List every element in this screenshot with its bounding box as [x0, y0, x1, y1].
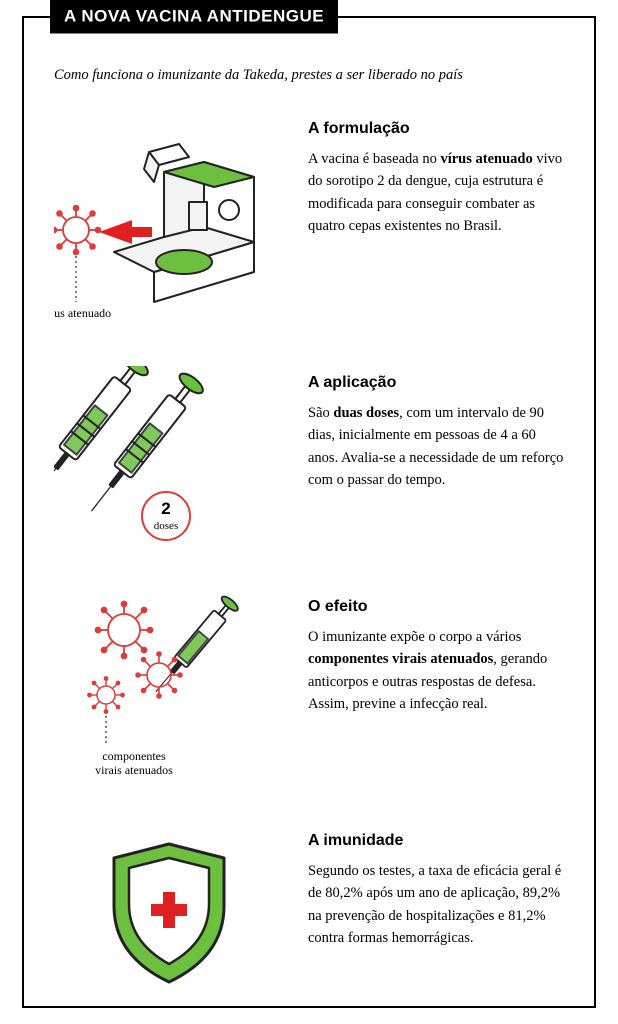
title-badge: A NOVA VACINA ANTIDENGUE — [50, 0, 338, 34]
section-aplicacao: 2 doses A aplicação São duas doses, com … — [54, 366, 564, 556]
section-imunidade: A imunidade Segundo os testes, a taxa de… — [54, 824, 564, 994]
illust-syringes: 2 doses — [54, 366, 284, 556]
heading-imunidade: A imunidade — [308, 832, 564, 850]
caption-virus-atenuado: vírus atenuado — [54, 306, 111, 320]
body-aplicacao: São duas doses, com um intervalo de 90 d… — [308, 402, 564, 492]
text-aplicacao: A aplicação São duas doses, com um inter… — [308, 366, 564, 492]
body-imunidade: Segundo os testes, a taxa de eficácia ge… — [308, 860, 564, 950]
illust-microscope: vírus atenuado — [54, 112, 284, 332]
heading-formulacao: A formulação — [308, 120, 564, 138]
text-efeito: O efeito O imunizante expõe o corpo a vá… — [308, 590, 564, 716]
heading-efeito: O efeito — [308, 598, 564, 616]
svg-text:componentes: componentes — [102, 749, 166, 763]
body-formulacao: A vacina é baseada no vírus atenuado viv… — [308, 148, 564, 238]
body-efeito: O imunizante expõe o corpo a vários comp… — [308, 626, 564, 716]
infographic-frame: A NOVA VACINA ANTIDENGUE Como funciona o… — [22, 16, 596, 1008]
subtitle: Como funciona o imunizante da Takeda, pr… — [54, 66, 564, 86]
svg-text:virais atenuados: virais atenuados — [95, 763, 173, 777]
heading-aplicacao: A aplicação — [308, 374, 564, 392]
text-formulacao: A formulação A vacina é baseada no vírus… — [308, 112, 564, 238]
text-imunidade: A imunidade Segundo os testes, a taxa de… — [308, 824, 564, 950]
badge-word: doses — [154, 520, 178, 532]
badge-number: 2 — [161, 499, 170, 518]
section-efeito: componentes virais atenuados O efeito O … — [54, 590, 564, 790]
illust-efeito: componentes virais atenuados — [54, 590, 284, 790]
section-formulacao: vírus atenuado A formulação A vacina é b… — [54, 112, 564, 332]
illust-shield — [54, 824, 284, 994]
